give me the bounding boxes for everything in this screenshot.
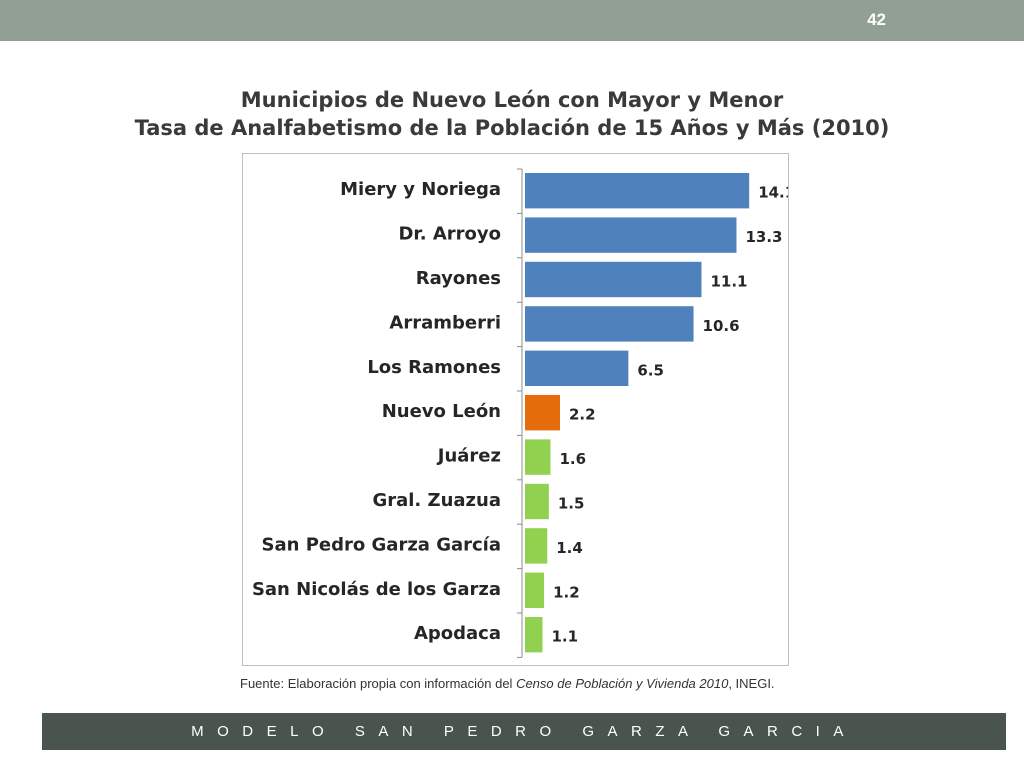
category-label: San Pedro Garza García	[262, 534, 501, 555]
bar	[525, 439, 551, 475]
category-label: San Nicolás de los Garza	[252, 579, 501, 600]
bar	[525, 395, 560, 431]
data-label: 11.1	[710, 273, 747, 291]
bar	[525, 261, 702, 298]
data-label: 14.1	[758, 184, 788, 202]
bar	[525, 306, 694, 342]
data-label: 6.5	[637, 361, 664, 379]
category-label: Apodaca	[414, 623, 501, 644]
data-label: 1.6	[559, 450, 586, 468]
footer-title: MODELO SAN PEDRO GARZA GARCIA	[191, 723, 857, 740]
slide-number: 42	[867, 10, 886, 29]
top-bar: 42	[0, 0, 1024, 41]
data-label: 1.2	[553, 583, 580, 601]
category-label: Arramberri	[389, 312, 501, 333]
bar	[525, 617, 543, 653]
category-label: Los Ramones	[367, 357, 501, 378]
chart-title-line1: Municipios de Nuevo León con Mayor y Men…	[240, 88, 784, 112]
bar-chart: Miery y Noriega 14.1 Dr. Arroyo 13.3 Rayones…	[252, 168, 788, 658]
data-label: 13.3	[745, 228, 782, 246]
chart-frame: Miery y Noriega 14.1 Dr. Arroyo 13.3 Rayones…	[242, 153, 789, 666]
bar	[525, 483, 549, 520]
data-label: 1.1	[551, 628, 578, 646]
chart-title-line2: Tasa de Analfabetismo de la Población de…	[134, 116, 890, 140]
bar	[525, 350, 629, 386]
data-label: 2.2	[569, 406, 596, 424]
category-label: Nuevo León	[382, 401, 501, 422]
source-prefix: Fuente: Elaboración propia con informaci…	[240, 676, 517, 691]
footer-bar: MODELO SAN PEDRO GARZA GARCIA	[42, 713, 1006, 750]
source-note: Fuente: Elaboración propia con informaci…	[240, 676, 775, 691]
category-label: Juárez	[436, 446, 501, 467]
bar	[525, 217, 737, 253]
bar	[525, 572, 545, 608]
category-label: Rayones	[416, 268, 501, 289]
data-label: 1.4	[556, 539, 583, 557]
category-label: Miery y Noriega	[340, 179, 501, 200]
bar	[525, 528, 548, 564]
category-label: Dr. Arroyo	[398, 224, 501, 245]
source-suffix: , INEGI.	[728, 676, 775, 691]
data-label: 1.5	[558, 495, 585, 513]
source-title: Censo de Población y Vivienda 2010	[516, 676, 729, 691]
data-label: 10.6	[703, 317, 740, 335]
category-label: Gral. Zuazua	[372, 490, 501, 511]
bar	[525, 173, 750, 209]
